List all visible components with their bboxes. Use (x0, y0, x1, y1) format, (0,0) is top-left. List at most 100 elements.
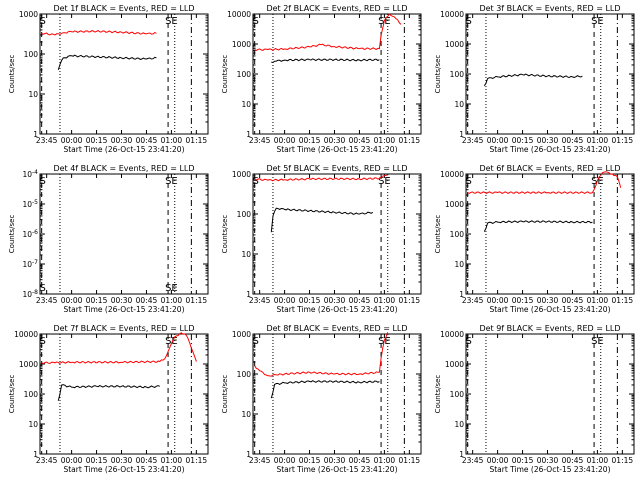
y-tick-label: 1 (33, 130, 38, 139)
plot-frame (252, 13, 422, 135)
marker-label-se: SE (378, 176, 391, 187)
y-tick-label: 10000 (440, 10, 464, 19)
x-tick-label: 00:15 (86, 296, 108, 305)
x-tick-label: 00:30 (537, 296, 559, 305)
x-tick-label: 00:15 (512, 296, 534, 305)
x-axis-label: Start Time (26-Oct-15 23:41:20) (276, 305, 397, 314)
lld-rate-line (467, 171, 622, 194)
y-tick-label: 10 (241, 100, 251, 109)
x-tick-label: 00:30 (324, 296, 346, 305)
x-tick-label: 00:00 (61, 296, 83, 305)
chart-panel-1: 1 10 100 1000 23:45 00:00 00:15 00:30 00:45 01:00… (8, 4, 209, 154)
plot-frame (39, 333, 209, 455)
plot-frame (39, 173, 209, 295)
x-tick-label: 01:15 (186, 456, 208, 465)
plot-frame (465, 173, 635, 295)
x-axis-label: Start Time (26-Oct-15 23:41:20) (63, 145, 184, 154)
y-tick-label: 1 (459, 130, 464, 139)
x-tick-label: 01:00 (161, 296, 183, 305)
lld-rate-line (41, 332, 197, 365)
x-axis-label: Start Time (26-Oct-15 23:41:20) (489, 145, 610, 154)
x-tick-label: 00:00 (61, 136, 83, 145)
plot-frame (252, 333, 422, 455)
x-tick-label: 01:00 (161, 456, 183, 465)
marker-label-se: SE (165, 176, 178, 187)
chart-title: Det 6f BLACK = Events, RED = LLD (479, 164, 620, 173)
x-tick-label: 00:45 (562, 456, 584, 465)
x-tick-label: 01:00 (587, 296, 609, 305)
x-axis-label: Start Time (26-Oct-15 23:41:20) (276, 145, 397, 154)
x-axis-label: Start Time (26-Oct-15 23:41:20) (63, 465, 184, 474)
chart-panel-3: 1 10 100 1000 10000 23:45 00:00 00:15 00:30 00:45… (434, 4, 635, 154)
lld-rate-line (41, 30, 157, 36)
y-tick-label: 1 (246, 450, 251, 459)
y-tick-label: 10-6 (22, 229, 38, 239)
y-tick-label: 10 (454, 260, 464, 269)
x-tick-label: 00:30 (324, 136, 346, 145)
y-tick-label: 10000 (14, 330, 38, 339)
y-tick-label: 100 (24, 50, 39, 59)
x-tick-label: 00:00 (487, 296, 509, 305)
marker-label-se: SE (165, 16, 178, 27)
x-tick-label: 00:30 (324, 456, 346, 465)
y-tick-label: 1000 (445, 40, 464, 49)
x-tick-label: 23:45 (249, 296, 271, 305)
plot-frame (465, 13, 635, 135)
events-rate-line (271, 58, 380, 64)
marker-label-se: SE (165, 336, 178, 347)
x-tick-label: 00:30 (111, 456, 133, 465)
marker-label-se: SE (591, 16, 604, 27)
chart-title: Det 3f BLACK = Events, RED = LLD (479, 4, 620, 13)
x-tick-label: 01:15 (612, 456, 634, 465)
x-tick-label: 01:15 (186, 296, 208, 305)
y-axis-label: Counts/sec (8, 375, 16, 414)
marker-label-s: S (252, 336, 258, 347)
chart-title: Det 2f BLACK = Events, RED = LLD (266, 4, 407, 13)
x-tick-label: 00:30 (111, 296, 133, 305)
chart-panel-7: 1 10 100 1000 10000 23:45 00:00 00:15 00:30 00:45… (8, 324, 209, 474)
plot-frame (465, 333, 635, 455)
y-tick-label: 10000 (440, 330, 464, 339)
marker-label-s: S (39, 336, 45, 347)
x-tick-label: 00:30 (111, 136, 133, 145)
marker-label-s: S (39, 176, 45, 187)
x-tick-label: 01:00 (374, 456, 396, 465)
y-axis-label: Counts/sec (8, 215, 16, 254)
y-tick-label: 100 (24, 390, 39, 399)
events-rate-line (57, 384, 160, 401)
x-tick-label: 00:45 (136, 136, 158, 145)
y-tick-label: 100 (237, 210, 252, 219)
y-tick-label: 10 (241, 250, 251, 259)
y-tick-label: 1 (459, 290, 464, 299)
x-tick-label: 23:45 (462, 296, 484, 305)
x-tick-label: 00:45 (562, 296, 584, 305)
y-tick-label: 1000 (19, 360, 38, 369)
y-tick-label: 100 (237, 70, 252, 79)
x-tick-label: 01:15 (399, 136, 421, 145)
x-tick-label: 01:00 (587, 136, 609, 145)
marker-label-s-bottom: S (39, 283, 45, 294)
y-tick-label: 10 (28, 420, 38, 429)
y-tick-label: 10 (241, 410, 251, 419)
events-rate-line (270, 207, 374, 233)
x-tick-label: 23:45 (462, 136, 484, 145)
lld-rate-line (254, 13, 402, 51)
x-tick-label: 00:45 (562, 136, 584, 145)
chart-panel-2: 1 10 100 1000 10000 23:45 00:00 00:15 00:30 00:45… (221, 4, 422, 154)
y-axis-label: Counts/sec (221, 215, 229, 254)
chart-title: Det 5f BLACK = Events, RED = LLD (266, 164, 407, 173)
y-axis-label: Counts/sec (8, 55, 16, 94)
y-tick-label: 10 (28, 90, 38, 99)
y-tick-label: 10 (454, 420, 464, 429)
x-tick-label: 23:45 (36, 456, 58, 465)
x-tick-label: 00:15 (299, 136, 321, 145)
x-tick-label: 01:15 (186, 136, 208, 145)
marker-label-s: S (465, 336, 471, 347)
y-tick-label: 1000 (445, 200, 464, 209)
y-tick-label: 1 (246, 130, 251, 139)
x-tick-label: 00:00 (487, 136, 509, 145)
x-axis-label: Start Time (26-Oct-15 23:41:20) (276, 465, 397, 474)
chart-title: Det 1f BLACK = Events, RED = LLD (53, 4, 194, 13)
x-tick-label: 00:30 (537, 136, 559, 145)
events-rate-line (483, 73, 583, 87)
